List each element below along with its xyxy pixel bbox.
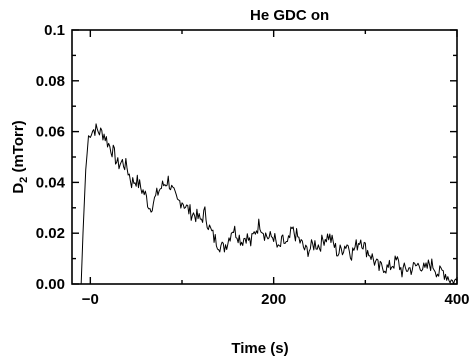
series-line — [72, 123, 458, 285]
y-axis-title-unit: (mTorr) — [10, 120, 27, 176]
x-tick-label: 200 — [261, 291, 286, 308]
y-tick-label: 0.02 — [36, 225, 65, 242]
y-tick-label: 0.08 — [36, 73, 65, 90]
y-tick-label: 0.00 — [36, 276, 65, 293]
x-tick-label: 400 — [444, 291, 469, 308]
y-axis-title: D2 (mTorr) — [10, 120, 30, 193]
ticks-layer: 0.00 0.02 0.04 0.06 0.08 0.1 −0 200 400 — [36, 22, 470, 308]
y-tick-label: 0.06 — [36, 124, 65, 141]
y-tick-label: 0.04 — [36, 174, 66, 191]
y-axis-title-main: D — [10, 183, 27, 194]
x-axis-title: Time (s) — [231, 340, 288, 357]
plot-frame — [71, 29, 458, 285]
y-tick-label: 0.1 — [44, 22, 65, 39]
x-tick-label: −0 — [82, 291, 99, 308]
y-axis-title-sub: 2 — [18, 177, 30, 183]
chart-title: He GDC on — [250, 7, 329, 24]
